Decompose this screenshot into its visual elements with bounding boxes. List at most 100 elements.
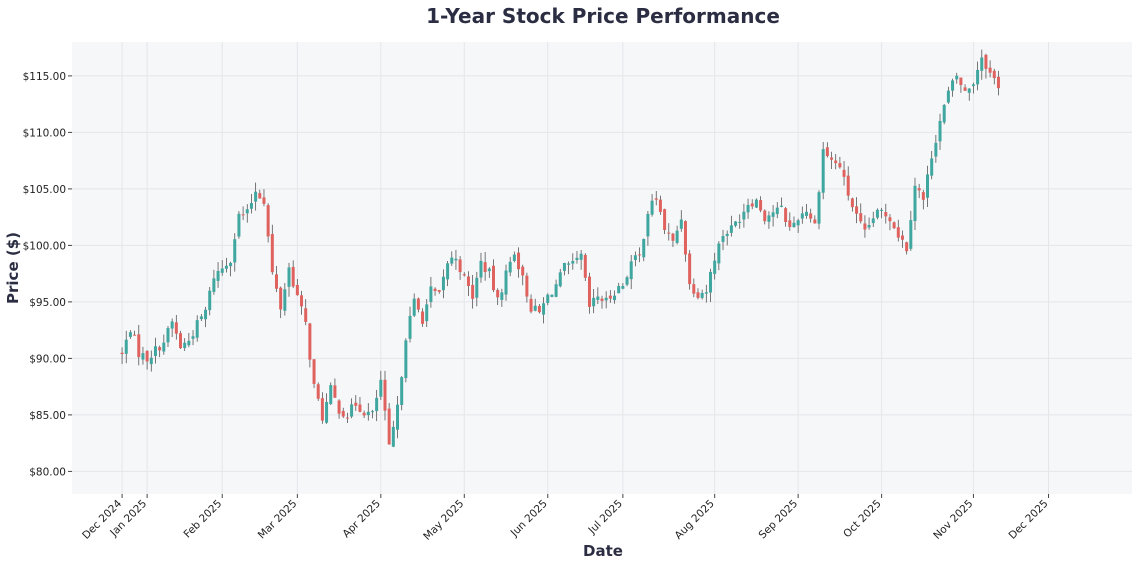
candle-down (312, 359, 316, 384)
candle-down (462, 274, 466, 276)
candle-down (763, 210, 767, 222)
candle-down (959, 77, 963, 85)
candle-down (600, 298, 604, 301)
candle-up (396, 404, 400, 430)
candle-down (884, 212, 888, 217)
candle-up (971, 84, 975, 87)
candle-up (141, 353, 145, 360)
candle-up (325, 401, 329, 423)
candle-down (300, 295, 304, 307)
candle-down (491, 265, 495, 291)
candle-down (262, 197, 266, 204)
candle-up (571, 260, 575, 264)
candle-down (850, 198, 854, 208)
candle-down (421, 311, 425, 324)
candle-up (934, 142, 938, 157)
candle-up (575, 257, 579, 261)
candle-down (341, 410, 345, 417)
candle-down (830, 157, 834, 160)
candle-up (508, 261, 512, 273)
candle-up (224, 265, 228, 269)
candle-up (592, 297, 596, 307)
candle-up (796, 220, 800, 226)
candle-up (967, 88, 971, 93)
candle-down (583, 254, 587, 278)
candle-up (821, 149, 825, 193)
y-tick-label: $85.00 (29, 410, 66, 422)
candle-down (295, 284, 299, 296)
candle-down (696, 292, 700, 298)
candle-up (187, 340, 191, 346)
candle-down (663, 209, 667, 230)
candle-down (813, 219, 817, 224)
candle-down (988, 67, 992, 73)
candle-down (270, 234, 274, 273)
candle-up (204, 309, 208, 320)
candle-up (191, 336, 195, 339)
candle-up (149, 357, 153, 365)
candle-up (229, 262, 233, 267)
candle-up (875, 209, 879, 218)
candle-up (212, 278, 216, 292)
y-tick-label: $95.00 (29, 297, 66, 309)
candle-up (951, 80, 955, 91)
candle-up (700, 292, 704, 298)
candle-up (162, 342, 166, 352)
candle-up (254, 191, 258, 202)
candle-up (938, 120, 942, 142)
candle-up (479, 260, 483, 278)
candle-up (512, 254, 516, 261)
candle-down (345, 417, 349, 419)
candle-down (984, 54, 988, 69)
candle-up (216, 270, 220, 281)
candle-down (320, 398, 324, 421)
x-tick-label: Sep 2025 (757, 498, 801, 542)
candle-up (487, 268, 491, 272)
candle-down (692, 284, 696, 294)
candle-down (362, 412, 366, 416)
candle-down (759, 200, 763, 211)
candle-up (375, 397, 379, 412)
candle-down (354, 402, 358, 406)
candle-down (992, 70, 996, 79)
candle-up (621, 286, 625, 289)
candle-down (174, 322, 178, 334)
candle-down (387, 408, 391, 445)
candle-up (771, 212, 775, 217)
candle-up (792, 222, 796, 228)
candle-down (587, 276, 591, 307)
candle-up (408, 315, 412, 339)
candle-down (921, 192, 925, 200)
candle-up (650, 200, 654, 215)
candle-up (546, 294, 550, 303)
candle-up (542, 303, 546, 315)
candle-up (366, 411, 370, 416)
candle-up (817, 192, 821, 224)
x-tick-label: Mar 2025 (256, 498, 300, 542)
candle-up (249, 203, 253, 209)
candle-down (917, 188, 921, 191)
candle-down (266, 205, 270, 237)
candle-down (846, 175, 850, 196)
candle-up (625, 277, 629, 285)
x-tick-label: Aug 2025 (673, 498, 717, 542)
candle-up (613, 295, 617, 301)
candle-up (642, 238, 646, 258)
candle-up (646, 213, 650, 237)
candle-down (316, 384, 320, 399)
candle-up (450, 257, 454, 264)
candle-up (804, 211, 808, 216)
candle-down (466, 276, 470, 286)
candle-down (608, 295, 612, 299)
candle-up (675, 230, 679, 243)
candle-up (629, 261, 633, 280)
candle-down (525, 275, 529, 297)
candle-down (671, 233, 675, 241)
y-tick-label: $105.00 (23, 184, 66, 196)
y-tick-label: $80.00 (29, 466, 66, 478)
candle-down (688, 253, 692, 285)
candle-down (900, 235, 904, 240)
candle-down (458, 259, 462, 273)
